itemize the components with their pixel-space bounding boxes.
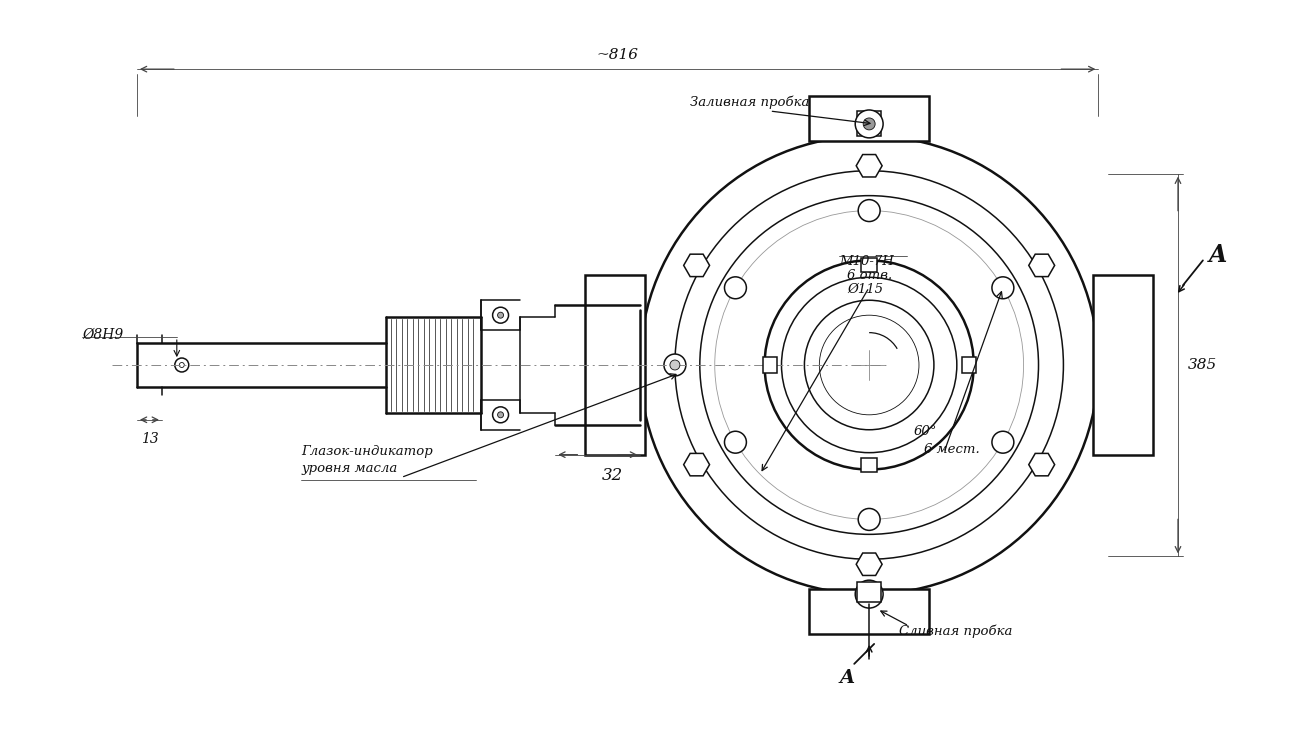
Circle shape: [724, 431, 746, 453]
Polygon shape: [1028, 254, 1054, 277]
Circle shape: [781, 277, 957, 453]
Circle shape: [715, 210, 1023, 520]
Circle shape: [498, 312, 503, 318]
Bar: [763, 357, 776, 373]
Text: уровня масла: уровня масла: [302, 461, 398, 474]
Text: Ø8H9: Ø8H9: [82, 328, 124, 342]
Circle shape: [992, 277, 1014, 299]
Circle shape: [1035, 258, 1049, 272]
Bar: [861, 458, 878, 472]
Circle shape: [1035, 458, 1049, 472]
Circle shape: [819, 315, 919, 415]
Circle shape: [664, 354, 686, 376]
Bar: [1093, 275, 1153, 455]
Text: Заливная пробка: Заливная пробка: [690, 96, 809, 109]
Circle shape: [724, 277, 746, 299]
Text: 6 мест.: 6 мест.: [924, 442, 980, 456]
Text: 385: 385: [1188, 358, 1217, 372]
Circle shape: [863, 118, 875, 130]
Circle shape: [670, 360, 680, 370]
Text: Сливная пробка: Сливная пробка: [900, 624, 1013, 637]
Circle shape: [493, 307, 508, 323]
Circle shape: [862, 159, 876, 173]
Bar: [861, 258, 878, 272]
Polygon shape: [857, 553, 883, 575]
Circle shape: [179, 363, 185, 367]
Circle shape: [498, 412, 503, 418]
Circle shape: [992, 431, 1014, 453]
Text: 6 отв.: 6 отв.: [848, 269, 893, 283]
Bar: [857, 111, 881, 136]
Bar: [810, 96, 930, 141]
Text: M10-7H: M10-7H: [840, 255, 894, 269]
Circle shape: [699, 196, 1039, 534]
Polygon shape: [684, 453, 710, 476]
Circle shape: [689, 458, 703, 472]
Circle shape: [862, 557, 876, 571]
Circle shape: [858, 199, 880, 221]
Text: A: A: [840, 669, 855, 687]
Circle shape: [174, 358, 188, 372]
Circle shape: [863, 588, 875, 600]
Circle shape: [675, 171, 1063, 559]
Text: Ø115: Ø115: [848, 283, 883, 296]
Circle shape: [805, 300, 933, 430]
Bar: [810, 589, 930, 634]
Circle shape: [493, 407, 508, 423]
Text: 32: 32: [602, 466, 623, 483]
Circle shape: [855, 110, 883, 138]
Polygon shape: [857, 155, 883, 177]
Polygon shape: [1028, 453, 1054, 476]
Circle shape: [764, 261, 974, 469]
Circle shape: [689, 258, 703, 272]
Text: 13: 13: [140, 431, 159, 446]
Bar: [857, 582, 881, 602]
Circle shape: [855, 580, 883, 608]
Text: 60°: 60°: [914, 425, 937, 438]
Bar: [962, 357, 976, 373]
Text: A: A: [1209, 243, 1227, 267]
Text: Глазок-индикатор: Глазок-индикатор: [302, 445, 433, 458]
Circle shape: [858, 509, 880, 531]
Polygon shape: [684, 254, 710, 277]
Bar: [585, 275, 645, 455]
Text: ~816: ~816: [597, 48, 638, 62]
Circle shape: [640, 136, 1098, 594]
